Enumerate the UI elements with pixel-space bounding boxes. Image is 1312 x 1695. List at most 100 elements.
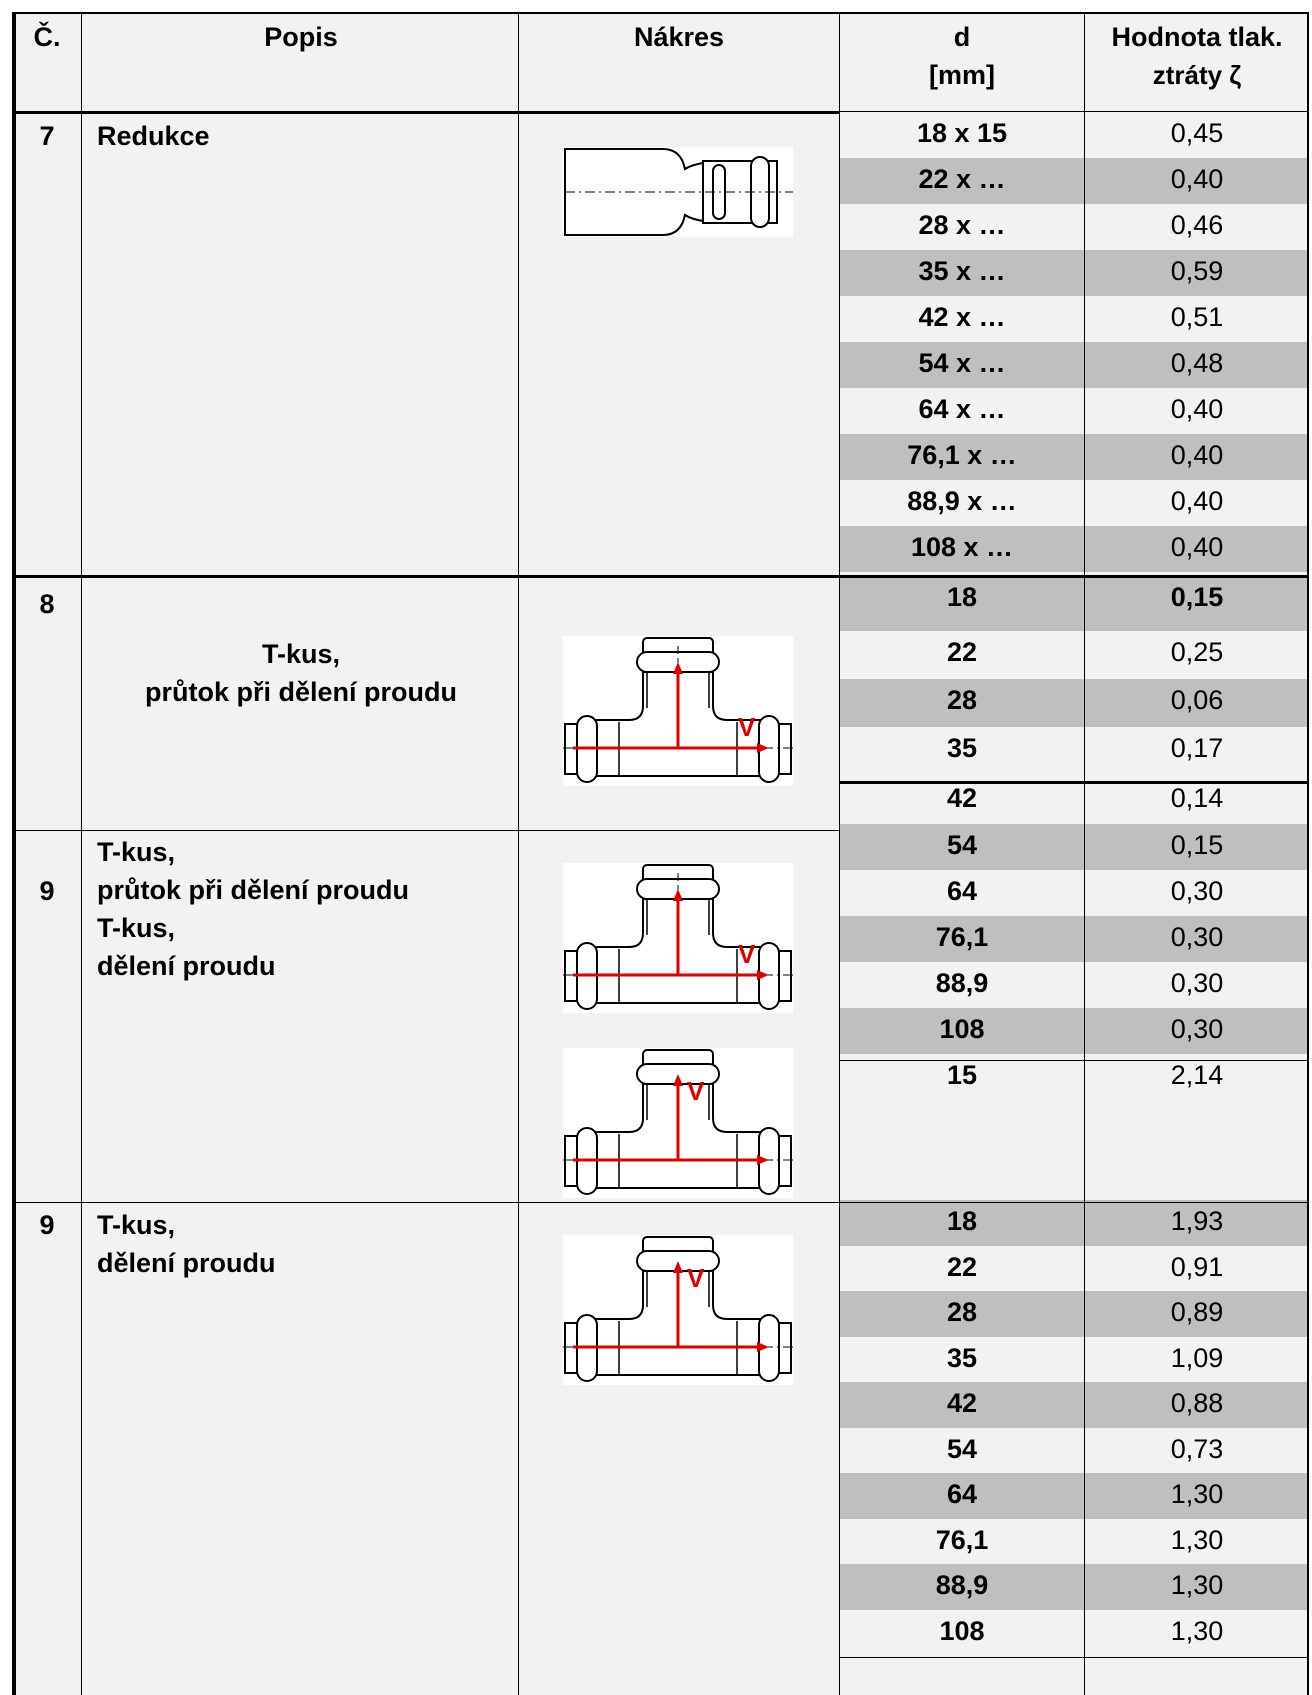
flow-symbol: V <box>738 712 756 742</box>
diameter-cell: 22 x … <box>918 164 1006 194</box>
header-drawing: Nákres <box>633 22 725 52</box>
loss-value-cell: 0,88 <box>1170 1388 1224 1418</box>
loss-value-cell: 0,89 <box>1170 1297 1224 1327</box>
diameter-cell: 42 x … <box>918 302 1006 332</box>
table-border <box>12 12 16 1695</box>
header-divider <box>12 111 839 114</box>
loss-value-cell: 0,45 <box>1170 118 1224 148</box>
section-divider <box>12 830 839 831</box>
column-divider <box>839 12 840 1695</box>
description: Redukce <box>97 121 210 151</box>
header-loss-line2: ztráty ζ <box>1152 60 1242 90</box>
loss-value-cell: 0,40 <box>1170 532 1224 562</box>
header-diameter-symbol: d <box>953 22 971 52</box>
row-shade <box>839 434 1309 480</box>
loss-value-cell: 1,30 <box>1170 1479 1224 1509</box>
description-line: T-kus, <box>261 639 341 669</box>
diameter-cell: 18 <box>946 582 978 612</box>
row-shade <box>839 916 1309 962</box>
row-shade <box>839 158 1309 204</box>
diameter-cell: 42 <box>946 783 978 813</box>
description-line: dělení proudu <box>97 951 276 981</box>
diameter-cell: 88,9 <box>935 1570 989 1600</box>
loss-value-cell: 0,51 <box>1170 302 1224 332</box>
flow-symbol: V <box>738 939 756 969</box>
description: T-kus, dělení proudu <box>97 1206 276 1282</box>
section-number: 9 <box>39 1210 55 1240</box>
loss-value-cell: 0,15 <box>1170 830 1224 860</box>
header-divider <box>839 111 1309 112</box>
loss-value-cell: 1,30 <box>1170 1570 1224 1600</box>
header-diameter: d [mm] <box>841 18 1083 94</box>
diameter-cell: 28 x … <box>918 210 1006 240</box>
description-line: průtok při dělení proudu <box>97 875 409 905</box>
table-border <box>12 12 1309 14</box>
row-shade <box>839 526 1309 572</box>
row-divider <box>839 1060 1309 1061</box>
loss-value-cell: 1,09 <box>1170 1343 1224 1373</box>
diameter-cell: 108 <box>939 1014 985 1044</box>
tee-straight-flow-drawing: V <box>563 863 793 1013</box>
column-divider <box>518 12 519 1695</box>
section-divider <box>12 575 1309 578</box>
loss-value-cell: 0,48 <box>1170 348 1224 378</box>
loss-value-cell: 0,91 <box>1170 1252 1224 1282</box>
diameter-cell: 76,1 <box>935 922 989 952</box>
loss-value-cell: 0,30 <box>1170 1014 1224 1044</box>
flow-symbol: V <box>687 1263 705 1293</box>
row-shade <box>839 576 1309 631</box>
description-line: T-kus, <box>97 913 176 943</box>
loss-value-cell: 0,40 <box>1170 440 1224 470</box>
column-divider <box>1084 12 1085 1695</box>
diameter-cell: 42 <box>946 1388 978 1418</box>
diameter-cell: 15 <box>946 1060 978 1090</box>
loss-value-cell: 0,40 <box>1170 486 1224 516</box>
description-line: T-kus, <box>97 837 176 867</box>
loss-value-cell: 0,30 <box>1170 922 1224 952</box>
description: T-kus, průtok při dělení proudu <box>84 635 518 711</box>
loss-value-cell: 2,14 <box>1170 1060 1224 1090</box>
section-number: 8 <box>39 589 55 619</box>
diameter-cell: 64 <box>946 876 978 906</box>
tee-branch-flow-drawing: V <box>563 1235 793 1385</box>
diameter-cell: 88,9 <box>935 968 989 998</box>
row-shade <box>839 1008 1309 1054</box>
diameter-cell: 35 <box>946 733 978 763</box>
header-loss-line1: Hodnota tlak. <box>1111 22 1283 52</box>
section-number: 7 <box>39 121 55 151</box>
loss-value-cell: 1,30 <box>1170 1525 1224 1555</box>
loss-value-cell: 1,93 <box>1170 1206 1224 1236</box>
diameter-cell: 22 <box>946 1252 978 1282</box>
row-divider <box>839 1657 1309 1658</box>
loss-value-cell: 0,17 <box>1170 733 1224 763</box>
tee-branch-flow-drawing: V <box>563 1048 793 1198</box>
row-shade <box>839 824 1309 870</box>
diameter-cell: 18 <box>946 1206 978 1236</box>
row-shade <box>839 342 1309 388</box>
diameter-cell: 28 <box>946 685 978 715</box>
diameter-cell: 54 x … <box>918 348 1006 378</box>
header-loss-coefficient: Hodnota tlak. ztráty ζ <box>1085 18 1309 94</box>
reducer-drawing <box>563 147 793 237</box>
diameter-cell: 28 <box>946 1297 978 1327</box>
description-line: T-kus, <box>97 1210 176 1240</box>
diameter-cell: 22 <box>946 637 978 667</box>
diameter-cell: 76,1 <box>935 1525 989 1555</box>
description-line: průtok při dělení proudu <box>145 677 457 707</box>
column-divider <box>81 12 82 1695</box>
table-border <box>1307 12 1309 1695</box>
diameter-cell: 35 x … <box>918 256 1006 286</box>
row-shade <box>839 1291 1309 1337</box>
tee-straight-flow-drawing: V <box>563 636 793 786</box>
diameter-cell: 76,1 x … <box>907 440 1017 470</box>
row-shade <box>839 250 1309 296</box>
row-shade <box>839 679 1309 727</box>
loss-value-cell: 0,06 <box>1170 685 1224 715</box>
description-line: dělení proudu <box>97 1248 276 1278</box>
loss-value-cell: 0,14 <box>1170 783 1224 813</box>
diameter-cell: 35 <box>946 1343 978 1373</box>
loss-value-cell: 0,30 <box>1170 968 1224 998</box>
diameter-cell: 54 <box>946 1434 978 1464</box>
loss-value-cell: 0,25 <box>1170 637 1224 667</box>
loss-value-cell: 1,30 <box>1170 1616 1224 1646</box>
